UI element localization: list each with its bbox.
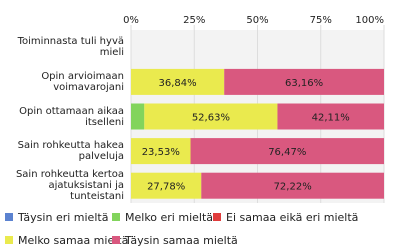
legend-swatch bbox=[112, 236, 120, 244]
legend-swatch bbox=[5, 236, 13, 244]
x-tick-label: 0% bbox=[123, 15, 139, 26]
legend-label: Melko samaa mieltä bbox=[18, 234, 128, 247]
x-tick-label: 25% bbox=[183, 15, 205, 26]
value-label: 36,84% bbox=[159, 78, 197, 89]
bar-segment bbox=[144, 103, 278, 130]
value-label: 23,53% bbox=[142, 147, 180, 158]
bar-segment bbox=[190, 138, 384, 165]
value-label: 72,22% bbox=[274, 182, 312, 193]
bar-segment bbox=[224, 68, 384, 95]
value-label: 52,63% bbox=[192, 113, 230, 124]
legend-label: Ei samaa eikä eri mieltä bbox=[226, 211, 358, 224]
category-label: Toiminnasta tuli hyvä mieli bbox=[17, 36, 124, 59]
x-tick-label: 50% bbox=[246, 15, 268, 26]
legend-label: Täysin eri mieltä bbox=[17, 211, 108, 224]
category-label: Opin arvioimaan voimavarojani bbox=[41, 70, 124, 93]
legend-swatch bbox=[5, 213, 13, 221]
value-label: 76,47% bbox=[268, 147, 306, 158]
legend-swatch bbox=[112, 213, 120, 221]
value-label: 42,11% bbox=[312, 113, 350, 124]
value-label: 27,78% bbox=[147, 182, 185, 193]
bar-segment bbox=[131, 138, 191, 165]
legend-label: Täysin samaa mieltä bbox=[124, 234, 238, 247]
value-label: 63,16% bbox=[285, 78, 323, 89]
bar-segment bbox=[131, 103, 145, 130]
x-tick-label: 75% bbox=[310, 15, 332, 26]
category-label: Opin ottamaan aikaa itselleni bbox=[19, 105, 124, 128]
legend-swatch bbox=[213, 213, 221, 221]
x-tick-label: 100% bbox=[355, 15, 384, 26]
bar-segment bbox=[131, 68, 225, 95]
legend-label: Melko eri mieltä bbox=[125, 211, 213, 224]
category-label: Sain rohkeutta hakea palveluja bbox=[17, 140, 124, 163]
category-label: Sain rohkeutta kertoa ajatuksistani ja t… bbox=[15, 169, 124, 203]
bar-segment bbox=[201, 172, 384, 199]
bar-segment bbox=[131, 172, 202, 199]
bar-segment bbox=[277, 103, 384, 130]
